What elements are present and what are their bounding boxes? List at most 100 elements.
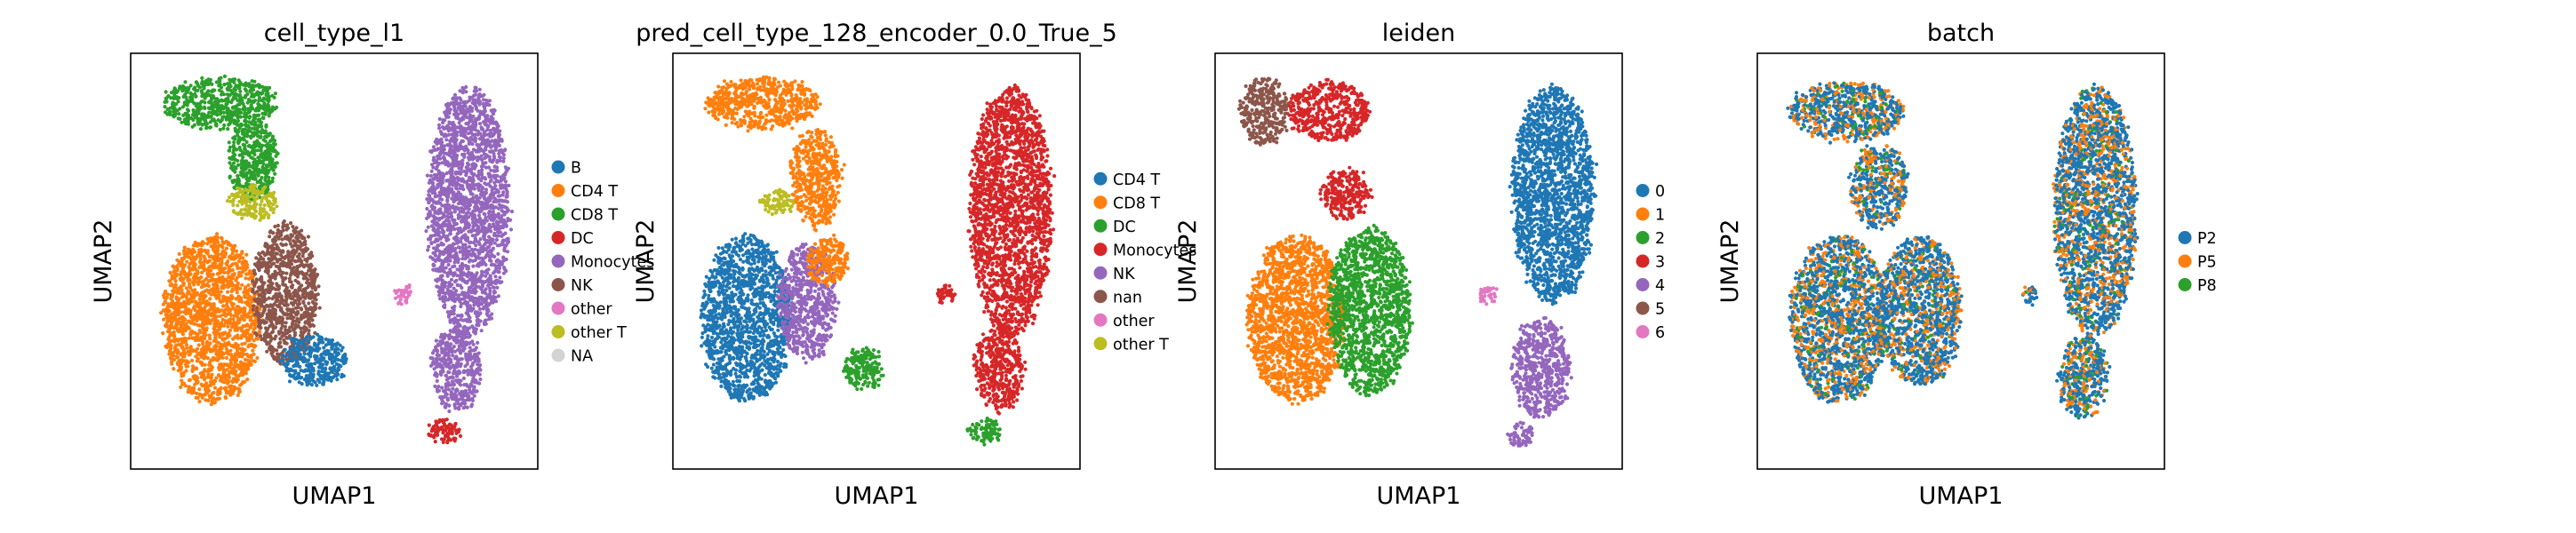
point bbox=[228, 254, 233, 259]
point bbox=[272, 95, 276, 99]
point bbox=[258, 178, 262, 182]
point bbox=[191, 255, 196, 260]
point bbox=[176, 116, 180, 121]
point bbox=[231, 371, 236, 376]
point bbox=[292, 310, 296, 314]
point bbox=[263, 185, 268, 189]
point bbox=[472, 303, 476, 307]
point bbox=[188, 278, 192, 282]
point bbox=[251, 348, 255, 353]
point bbox=[252, 195, 257, 200]
point bbox=[343, 357, 348, 362]
point bbox=[300, 243, 305, 247]
point bbox=[203, 383, 207, 387]
point bbox=[263, 326, 268, 330]
point bbox=[228, 312, 232, 316]
point bbox=[274, 287, 278, 291]
point bbox=[186, 247, 190, 251]
point bbox=[260, 195, 265, 201]
point bbox=[260, 216, 264, 220]
point bbox=[209, 402, 213, 407]
point bbox=[165, 304, 170, 309]
point bbox=[225, 297, 229, 301]
point bbox=[218, 112, 222, 116]
point bbox=[308, 262, 313, 266]
point bbox=[220, 275, 225, 281]
point bbox=[273, 142, 277, 147]
point bbox=[274, 334, 278, 338]
point bbox=[200, 270, 204, 274]
point bbox=[234, 297, 238, 301]
point bbox=[460, 139, 466, 144]
point bbox=[289, 337, 293, 341]
point bbox=[286, 256, 291, 260]
point bbox=[336, 357, 340, 362]
point bbox=[304, 306, 308, 311]
point bbox=[174, 354, 179, 359]
point bbox=[219, 263, 224, 267]
point bbox=[234, 84, 238, 88]
point bbox=[162, 317, 166, 322]
point bbox=[290, 266, 294, 271]
point bbox=[178, 107, 182, 111]
point bbox=[312, 270, 316, 274]
point bbox=[193, 348, 197, 353]
point bbox=[225, 86, 229, 91]
point bbox=[169, 301, 173, 306]
point bbox=[298, 301, 302, 306]
point bbox=[172, 357, 177, 362]
point bbox=[245, 322, 250, 327]
point bbox=[166, 314, 171, 318]
point bbox=[191, 108, 196, 113]
point bbox=[307, 291, 311, 296]
point bbox=[284, 328, 288, 332]
point bbox=[286, 350, 291, 354]
point bbox=[222, 123, 227, 128]
point bbox=[197, 259, 202, 264]
point bbox=[276, 345, 281, 349]
point bbox=[221, 338, 226, 342]
point bbox=[213, 346, 218, 351]
point bbox=[177, 86, 181, 91]
point bbox=[187, 265, 191, 269]
point bbox=[252, 282, 257, 286]
point bbox=[207, 110, 212, 115]
point bbox=[263, 85, 268, 90]
point bbox=[249, 269, 253, 274]
point bbox=[263, 134, 268, 139]
point bbox=[214, 330, 219, 334]
point bbox=[246, 152, 251, 156]
point bbox=[252, 338, 256, 343]
point bbox=[236, 78, 241, 83]
point bbox=[245, 358, 251, 362]
point bbox=[206, 267, 211, 272]
point bbox=[288, 242, 292, 246]
point bbox=[181, 269, 187, 274]
point bbox=[290, 285, 294, 290]
point bbox=[231, 143, 236, 147]
point bbox=[206, 372, 211, 377]
point bbox=[457, 293, 461, 298]
point bbox=[169, 343, 173, 347]
point bbox=[232, 273, 236, 277]
point bbox=[252, 187, 256, 192]
point bbox=[302, 338, 307, 342]
point bbox=[314, 274, 318, 279]
point bbox=[237, 153, 242, 157]
point bbox=[334, 346, 339, 351]
point bbox=[239, 296, 244, 300]
point bbox=[241, 171, 245, 176]
point bbox=[196, 88, 200, 92]
point bbox=[236, 374, 241, 378]
point bbox=[298, 240, 302, 244]
point bbox=[193, 113, 197, 117]
point bbox=[324, 362, 329, 366]
point bbox=[240, 137, 244, 141]
point bbox=[230, 391, 235, 395]
point bbox=[174, 295, 179, 299]
point bbox=[270, 108, 275, 113]
point bbox=[310, 318, 315, 322]
point bbox=[180, 120, 184, 124]
point bbox=[181, 113, 186, 117]
point bbox=[208, 349, 212, 354]
